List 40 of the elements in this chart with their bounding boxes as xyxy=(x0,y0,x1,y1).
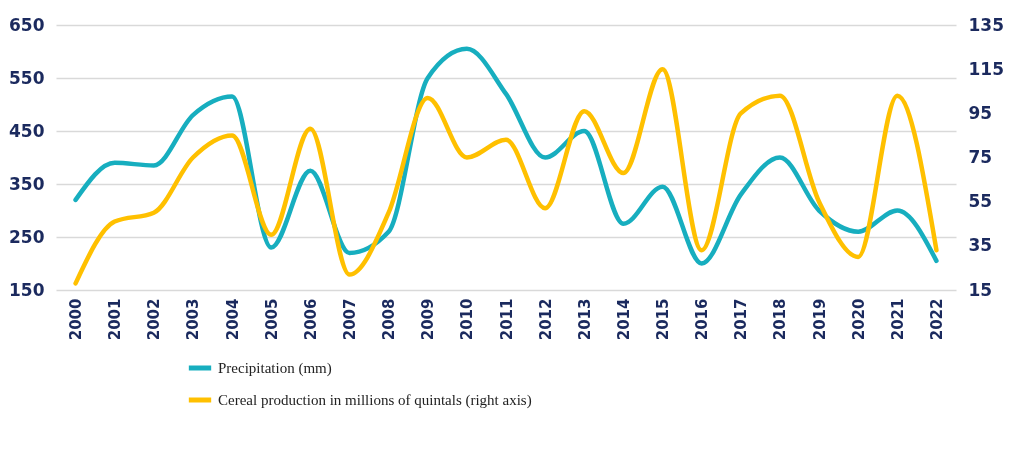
y-tick-label: 250 xyxy=(9,226,45,247)
x-tick-label: 2001 xyxy=(106,298,125,341)
y2-tick-label: 135 xyxy=(968,14,1004,35)
x-tick-label: 2019 xyxy=(810,298,829,341)
y2-tick-label: 75 xyxy=(968,147,993,167)
x-tick-label: 2003 xyxy=(184,298,203,341)
y2-tick-label: 15 xyxy=(968,279,993,300)
y-tick-label: 550 xyxy=(9,67,45,88)
x-tick-label: 2022 xyxy=(927,298,946,341)
x-tick-label: 2020 xyxy=(849,298,868,341)
y-tick-label: 150 xyxy=(9,279,45,300)
x-tick-label: 2010 xyxy=(458,298,477,341)
y2-tick-label: 35 xyxy=(968,235,993,256)
y2-tick-label: 55 xyxy=(968,191,993,212)
x-tick-label: 2002 xyxy=(145,298,164,341)
x-tick-label: 2016 xyxy=(693,298,712,341)
y2-tick-label: 115 xyxy=(968,58,1004,79)
line-series xyxy=(73,66,939,286)
x-tick-label: 2021 xyxy=(888,298,907,341)
x-tick-label: 2000 xyxy=(67,298,86,341)
line-series xyxy=(73,46,939,266)
x-tick-label: 2007 xyxy=(340,298,359,341)
x-tick-label: 2014 xyxy=(614,298,633,341)
x-tick-label: 2012 xyxy=(536,298,555,341)
x-tick-label: 2006 xyxy=(301,298,320,341)
x-tick-label: 2009 xyxy=(419,298,438,341)
y2-tick-label: 95 xyxy=(968,102,993,123)
x-tick-label: 2013 xyxy=(575,298,594,341)
x-tick-label: 2017 xyxy=(732,298,751,341)
y-tick-label: 450 xyxy=(9,120,45,141)
y-tick-label: 650 xyxy=(9,14,45,35)
x-tick-label: 2011 xyxy=(497,298,516,341)
x-tick-label: 2018 xyxy=(771,298,790,341)
legend-label: Cereal production in millions of quintals (right axis) xyxy=(218,392,532,409)
y-tick-label: 350 xyxy=(9,173,45,194)
x-tick-label: 2015 xyxy=(654,298,673,341)
x-tick-label: 2005 xyxy=(262,298,281,341)
x-tick-label: 2004 xyxy=(223,298,242,341)
x-tick-label: 2008 xyxy=(380,298,399,341)
legend-label: Precipitation (mm) xyxy=(218,360,332,377)
